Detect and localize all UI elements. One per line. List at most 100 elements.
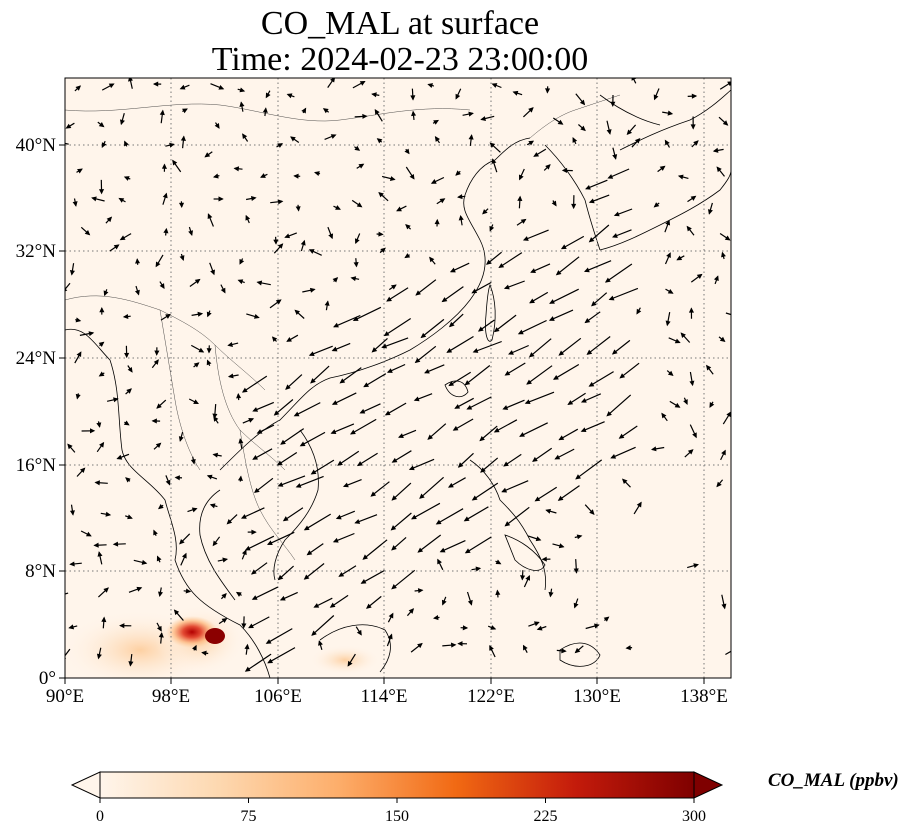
wind-arrowhead xyxy=(591,300,597,307)
wind-arrowhead xyxy=(580,125,586,132)
wind-vector xyxy=(611,446,636,459)
wind-arrowhead xyxy=(98,189,105,195)
wind-vector xyxy=(65,282,71,291)
wind-arrowhead xyxy=(105,511,112,517)
wind-arrowhead xyxy=(455,170,461,176)
wind-vector xyxy=(632,78,637,84)
wind-vector xyxy=(549,288,579,304)
x-tick-label: 90°E xyxy=(46,686,84,707)
wind-arrowhead xyxy=(182,108,188,114)
wind-arrowhead xyxy=(371,347,378,353)
wind-arrowhead xyxy=(79,467,86,474)
wind-vector xyxy=(337,450,360,466)
wind-vector xyxy=(384,317,412,337)
map-panel xyxy=(64,77,732,679)
wind-vector xyxy=(65,142,69,145)
wind-arrowhead xyxy=(522,236,529,241)
wind-vector xyxy=(252,586,279,600)
wind-arrowhead xyxy=(689,380,695,387)
wind-arrowhead xyxy=(688,307,695,313)
wind-arrowhead xyxy=(191,507,198,513)
wind-arrowhead xyxy=(721,603,727,610)
wind-arrowhead xyxy=(462,625,469,631)
map-frame xyxy=(64,77,732,679)
wind-arrowhead xyxy=(558,350,565,356)
wind-arrowhead xyxy=(549,299,555,304)
wind-arrowhead xyxy=(434,136,440,142)
wind-arrowhead xyxy=(690,195,697,201)
wind-arrowhead xyxy=(93,542,99,548)
wind-vector xyxy=(498,252,523,268)
wind-arrowhead xyxy=(452,425,459,431)
wind-arrowhead xyxy=(265,92,271,99)
wind-arrowhead xyxy=(612,233,618,238)
wind-vector xyxy=(300,431,326,447)
wind-vector xyxy=(575,459,603,480)
y-axis: 0° 8°N 16°N 24°N 32°N 40°N xyxy=(16,135,65,689)
gridlines xyxy=(65,78,731,678)
wind-vector xyxy=(419,476,444,499)
wind-arrowhead xyxy=(719,336,726,343)
wind-arrowhead xyxy=(250,196,257,201)
wind-arrowhead xyxy=(683,399,688,405)
wind-arrowhead xyxy=(491,158,497,164)
wind-arrowhead xyxy=(634,137,641,144)
wind-arrowhead xyxy=(185,588,192,594)
y-tick-label: 16°N xyxy=(16,455,57,476)
wind-arrowhead xyxy=(551,200,557,207)
wind-arrowhead xyxy=(153,529,158,536)
wind-arrowhead xyxy=(206,474,213,480)
wind-arrowhead xyxy=(244,545,251,551)
wind-arrowhead xyxy=(457,194,463,200)
wind-vector xyxy=(584,260,612,272)
wind-arrowhead xyxy=(434,218,440,225)
wind-arrowhead xyxy=(659,165,666,171)
y-tick-label: 32°N xyxy=(16,241,57,262)
wind-arrowhead xyxy=(417,588,424,594)
wind-arrowhead xyxy=(248,418,255,423)
wind-arrowhead xyxy=(491,83,498,88)
wind-arrowhead xyxy=(154,350,160,356)
wind-arrowhead xyxy=(674,338,681,344)
wind-arrowhead xyxy=(75,393,81,400)
wind-arrowhead xyxy=(610,453,617,459)
wind-arrowhead xyxy=(468,111,474,117)
wind-arrowhead xyxy=(526,379,532,385)
wind-vector xyxy=(465,536,492,554)
wind-vector xyxy=(505,506,530,527)
wind-arrowhead xyxy=(178,202,185,209)
wind-arrowhead xyxy=(265,639,272,644)
wind-arrowhead xyxy=(77,168,83,174)
wind-arrowhead xyxy=(686,225,692,232)
wind-arrowhead xyxy=(545,164,551,170)
wind-arrowhead xyxy=(692,432,697,439)
wind-vector xyxy=(415,345,437,363)
wind-arrowhead xyxy=(541,556,547,562)
wind-vectors xyxy=(65,78,731,672)
country-borders xyxy=(65,94,621,561)
wind-arrowhead xyxy=(331,400,338,405)
wind-arrowhead xyxy=(604,277,611,283)
map-title: CO_MAL at surface xyxy=(260,5,540,42)
wind-arrowhead xyxy=(522,644,528,651)
colorbar-extend-high xyxy=(693,771,724,799)
wind-arrowhead xyxy=(98,341,105,347)
y-tick-label: 24°N xyxy=(16,348,57,369)
wind-arrowhead xyxy=(75,317,82,323)
wind-arrowhead xyxy=(238,438,244,444)
wind-arrowhead xyxy=(534,496,541,502)
wind-vector xyxy=(311,459,335,475)
wind-arrowhead xyxy=(354,238,360,245)
wind-arrowhead xyxy=(391,545,397,551)
wind-arrowhead xyxy=(253,314,260,319)
wind-vector xyxy=(502,480,529,493)
wind-arrowhead xyxy=(580,427,587,433)
wind-arrowhead xyxy=(388,612,394,619)
wind-arrowhead xyxy=(158,632,164,638)
wind-arrowhead xyxy=(489,644,494,651)
wind-arrowhead xyxy=(125,477,131,483)
wind-arrowhead xyxy=(439,547,446,553)
wind-vector xyxy=(311,615,335,636)
wind-vector xyxy=(361,569,385,584)
wind-arrowhead xyxy=(65,123,72,129)
